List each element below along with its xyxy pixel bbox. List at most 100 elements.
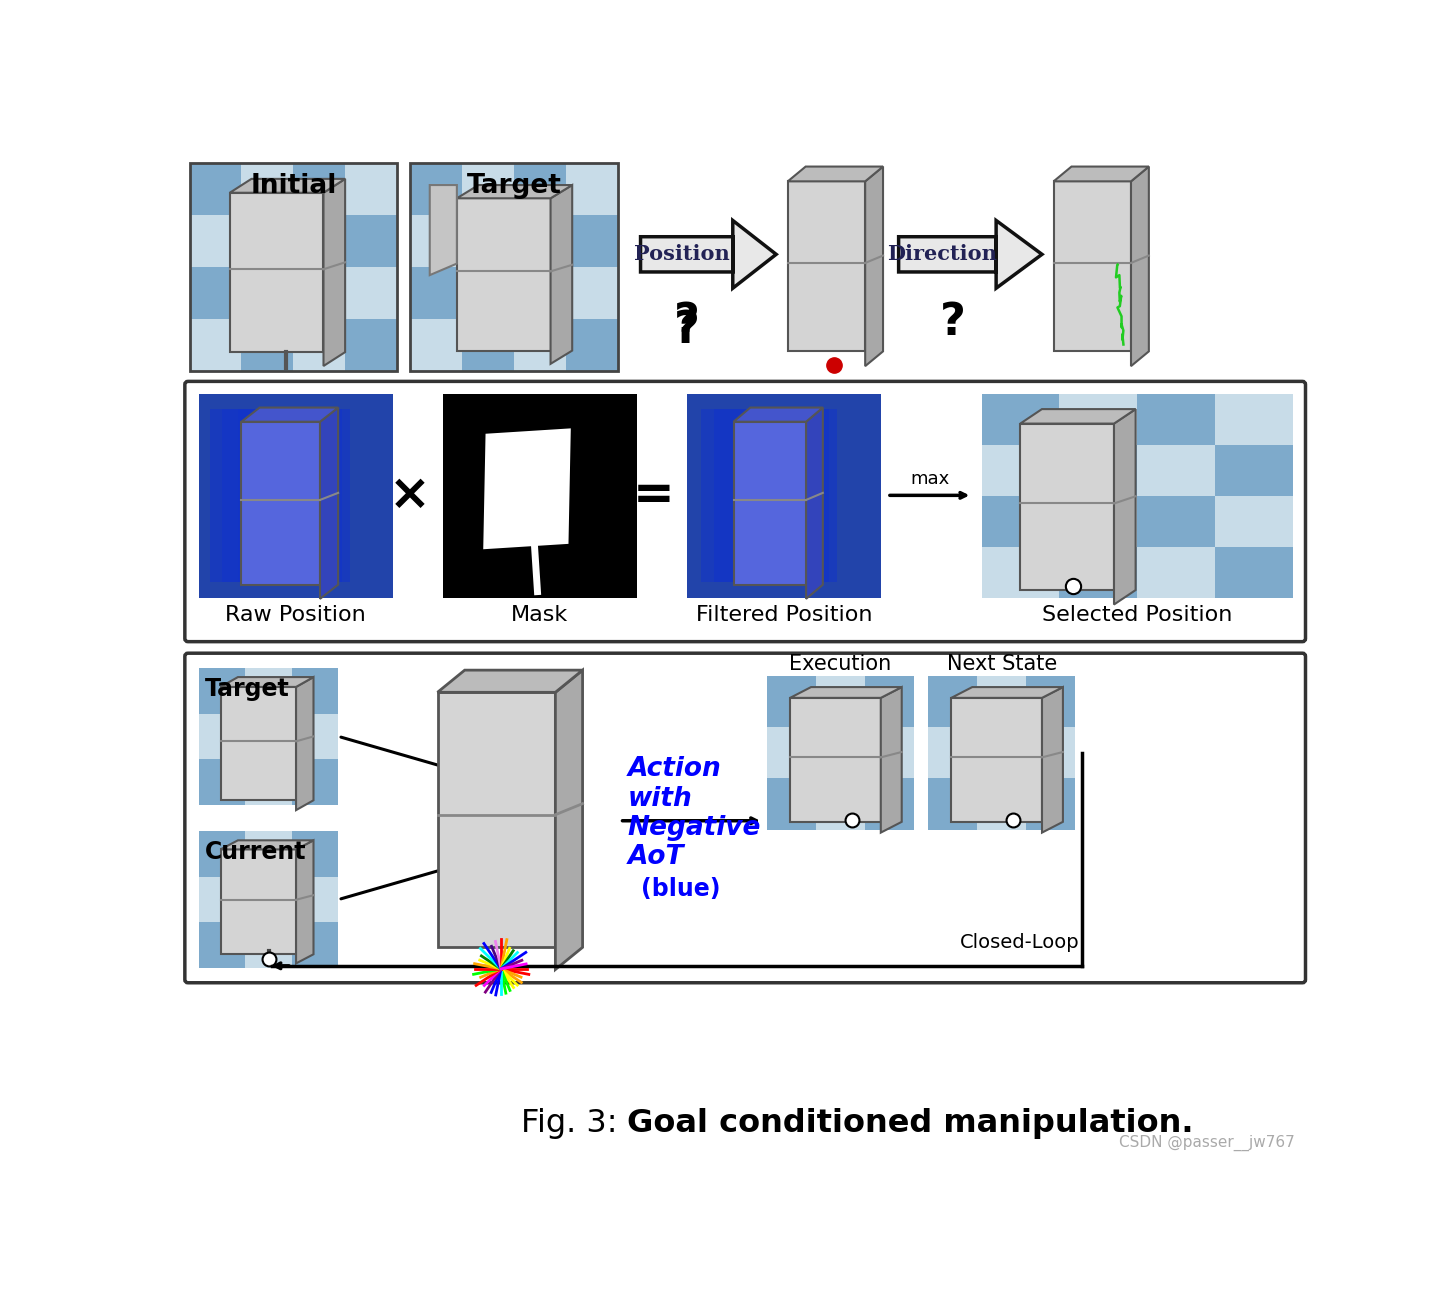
Bar bbox=[977, 726, 1027, 779]
Bar bbox=[816, 675, 865, 726]
Text: Mask: Mask bbox=[512, 606, 569, 625]
Polygon shape bbox=[1043, 687, 1063, 832]
Bar bbox=[766, 675, 816, 726]
Bar bbox=[189, 320, 241, 371]
Bar bbox=[865, 779, 915, 830]
Bar bbox=[292, 831, 339, 877]
Bar bbox=[410, 267, 462, 320]
Polygon shape bbox=[551, 185, 573, 364]
Bar bbox=[714, 409, 829, 582]
Text: Goal conditioned manipulation.: Goal conditioned manipulation. bbox=[627, 1108, 1194, 1139]
Bar bbox=[199, 923, 246, 968]
Bar bbox=[211, 409, 350, 582]
Bar bbox=[199, 831, 246, 877]
Bar bbox=[977, 779, 1027, 830]
Bar bbox=[462, 215, 515, 267]
Polygon shape bbox=[899, 220, 1043, 288]
Bar bbox=[345, 267, 397, 320]
Polygon shape bbox=[641, 220, 776, 288]
Text: ?: ? bbox=[675, 302, 699, 345]
Bar bbox=[981, 393, 1060, 444]
Bar bbox=[462, 320, 515, 371]
Bar bbox=[462, 267, 515, 320]
Bar bbox=[566, 164, 618, 215]
Text: with: with bbox=[627, 785, 692, 812]
Bar bbox=[241, 164, 294, 215]
Bar bbox=[292, 877, 339, 923]
Bar bbox=[1060, 547, 1137, 598]
Bar bbox=[928, 675, 977, 726]
Bar bbox=[1021, 423, 1114, 590]
Polygon shape bbox=[297, 840, 314, 964]
Bar bbox=[566, 267, 618, 320]
Bar bbox=[865, 726, 915, 779]
Polygon shape bbox=[430, 185, 457, 275]
Bar bbox=[928, 726, 977, 779]
Text: Raw Position: Raw Position bbox=[225, 606, 366, 625]
Bar bbox=[345, 215, 397, 267]
Text: Action: Action bbox=[627, 756, 721, 783]
Polygon shape bbox=[323, 178, 345, 366]
Bar bbox=[241, 320, 294, 371]
Bar bbox=[222, 409, 342, 582]
Bar bbox=[237, 409, 339, 582]
Bar bbox=[1137, 393, 1216, 444]
Text: Position: Position bbox=[634, 244, 730, 265]
Bar bbox=[241, 422, 320, 585]
Polygon shape bbox=[734, 408, 823, 422]
Bar bbox=[1216, 547, 1293, 598]
Bar bbox=[294, 164, 345, 215]
Text: Fig. 3:: Fig. 3: bbox=[521, 1108, 627, 1139]
Polygon shape bbox=[221, 676, 314, 687]
Bar bbox=[199, 667, 246, 713]
Bar bbox=[462, 164, 515, 215]
Bar bbox=[410, 320, 462, 371]
Bar bbox=[515, 320, 566, 371]
Text: ?: ? bbox=[675, 309, 699, 353]
Bar bbox=[199, 713, 246, 759]
Text: CSDN @passer__jw767: CSDN @passer__jw767 bbox=[1120, 1135, 1294, 1151]
Bar bbox=[515, 267, 566, 320]
Bar bbox=[294, 320, 345, 371]
Polygon shape bbox=[241, 408, 339, 422]
Polygon shape bbox=[230, 178, 345, 193]
Bar bbox=[1216, 444, 1293, 496]
Bar bbox=[1060, 444, 1137, 496]
Bar bbox=[246, 831, 292, 877]
Text: Filtered Position: Filtered Position bbox=[695, 606, 872, 625]
Bar bbox=[928, 779, 977, 830]
Bar bbox=[566, 320, 618, 371]
Bar bbox=[788, 181, 865, 351]
Bar bbox=[701, 409, 836, 582]
Polygon shape bbox=[951, 687, 1063, 697]
Bar bbox=[515, 215, 566, 267]
Bar bbox=[230, 193, 323, 353]
Text: AoT: AoT bbox=[627, 844, 683, 871]
Bar bbox=[457, 198, 551, 350]
Bar bbox=[189, 164, 241, 215]
Bar bbox=[410, 164, 618, 371]
Bar bbox=[294, 267, 345, 320]
Polygon shape bbox=[457, 185, 573, 198]
Bar bbox=[189, 215, 241, 267]
Bar bbox=[1060, 496, 1137, 547]
Polygon shape bbox=[790, 687, 901, 697]
Polygon shape bbox=[555, 670, 583, 970]
Text: Direction: Direction bbox=[887, 244, 997, 265]
Bar bbox=[410, 164, 462, 215]
Text: Target: Target bbox=[205, 676, 289, 701]
Polygon shape bbox=[320, 408, 339, 599]
Bar bbox=[292, 713, 339, 759]
Bar bbox=[246, 713, 292, 759]
Bar bbox=[246, 923, 292, 968]
Bar bbox=[766, 779, 816, 830]
Bar bbox=[515, 164, 566, 215]
Polygon shape bbox=[865, 166, 883, 366]
Bar bbox=[1060, 393, 1137, 444]
Polygon shape bbox=[1021, 409, 1136, 423]
Polygon shape bbox=[881, 687, 901, 832]
Bar bbox=[1137, 496, 1216, 547]
Bar bbox=[221, 687, 297, 800]
Bar bbox=[345, 164, 397, 215]
Bar bbox=[241, 267, 294, 320]
